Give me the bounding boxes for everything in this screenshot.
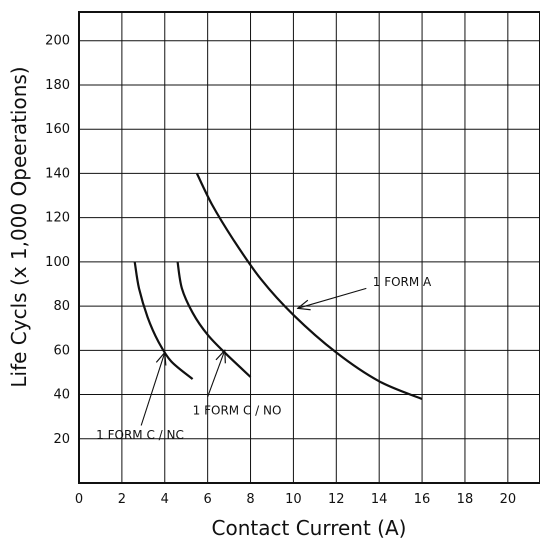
y-tick-label: 180 bbox=[45, 78, 70, 93]
arrow-1-form-c-nc bbox=[140, 353, 165, 426]
series-line-1-form-c-no bbox=[176, 261, 252, 378]
y-axis-label: Life Cycls (x 1,000 Opeerations) bbox=[7, 66, 31, 387]
x-tick-label: 4 bbox=[161, 492, 169, 507]
y-tick-label: 60 bbox=[53, 343, 70, 358]
y-tick-label: 200 bbox=[45, 34, 70, 49]
annotations: 1 FORM A 1 FORM C / NO 1 FORM C / NC bbox=[96, 275, 432, 442]
arrow-1-form-c-no bbox=[207, 350, 225, 397]
y-tick-label: 80 bbox=[53, 299, 70, 314]
x-tick-label: 18 bbox=[457, 492, 474, 507]
x-tick-label: 8 bbox=[246, 492, 254, 507]
x-tick-label: 14 bbox=[371, 492, 388, 507]
x-tick-label: 16 bbox=[414, 492, 431, 507]
series-line-1-form-a bbox=[195, 172, 423, 401]
grid bbox=[79, 12, 540, 483]
label-1-form-c-nc: 1 FORM C / NC bbox=[96, 428, 184, 442]
label-1-form-c-no: 1 FORM C / NO bbox=[193, 403, 282, 417]
y-tick-label: 100 bbox=[45, 255, 70, 270]
x-tick-label: 10 bbox=[285, 492, 302, 507]
x-tick-label: 2 bbox=[118, 492, 126, 507]
tick-labels: 0 2 4 6 8 10 12 14 16 18 20 20 40 60 80 100 120 140 160 180… bbox=[45, 34, 516, 507]
x-tick-label: 12 bbox=[328, 492, 345, 507]
y-tick-label: 140 bbox=[45, 166, 70, 181]
y-tick-label: 20 bbox=[53, 432, 70, 447]
arrow-1-form-a bbox=[298, 287, 367, 308]
y-tick-label: 40 bbox=[53, 388, 70, 403]
y-tick-label: 160 bbox=[45, 122, 70, 137]
curves bbox=[133, 172, 423, 401]
x-tick-label: 0 bbox=[75, 492, 83, 507]
series-line-1-form-c-nc bbox=[133, 261, 194, 380]
plot-frame bbox=[78, 11, 540, 484]
label-1-form-a: 1 FORM A bbox=[373, 275, 432, 289]
y-tick-label: 120 bbox=[45, 211, 70, 226]
x-tick-label: 6 bbox=[204, 492, 212, 507]
x-axis-label: Contact Current (A) bbox=[212, 516, 407, 540]
x-tick-label: 20 bbox=[500, 492, 517, 507]
